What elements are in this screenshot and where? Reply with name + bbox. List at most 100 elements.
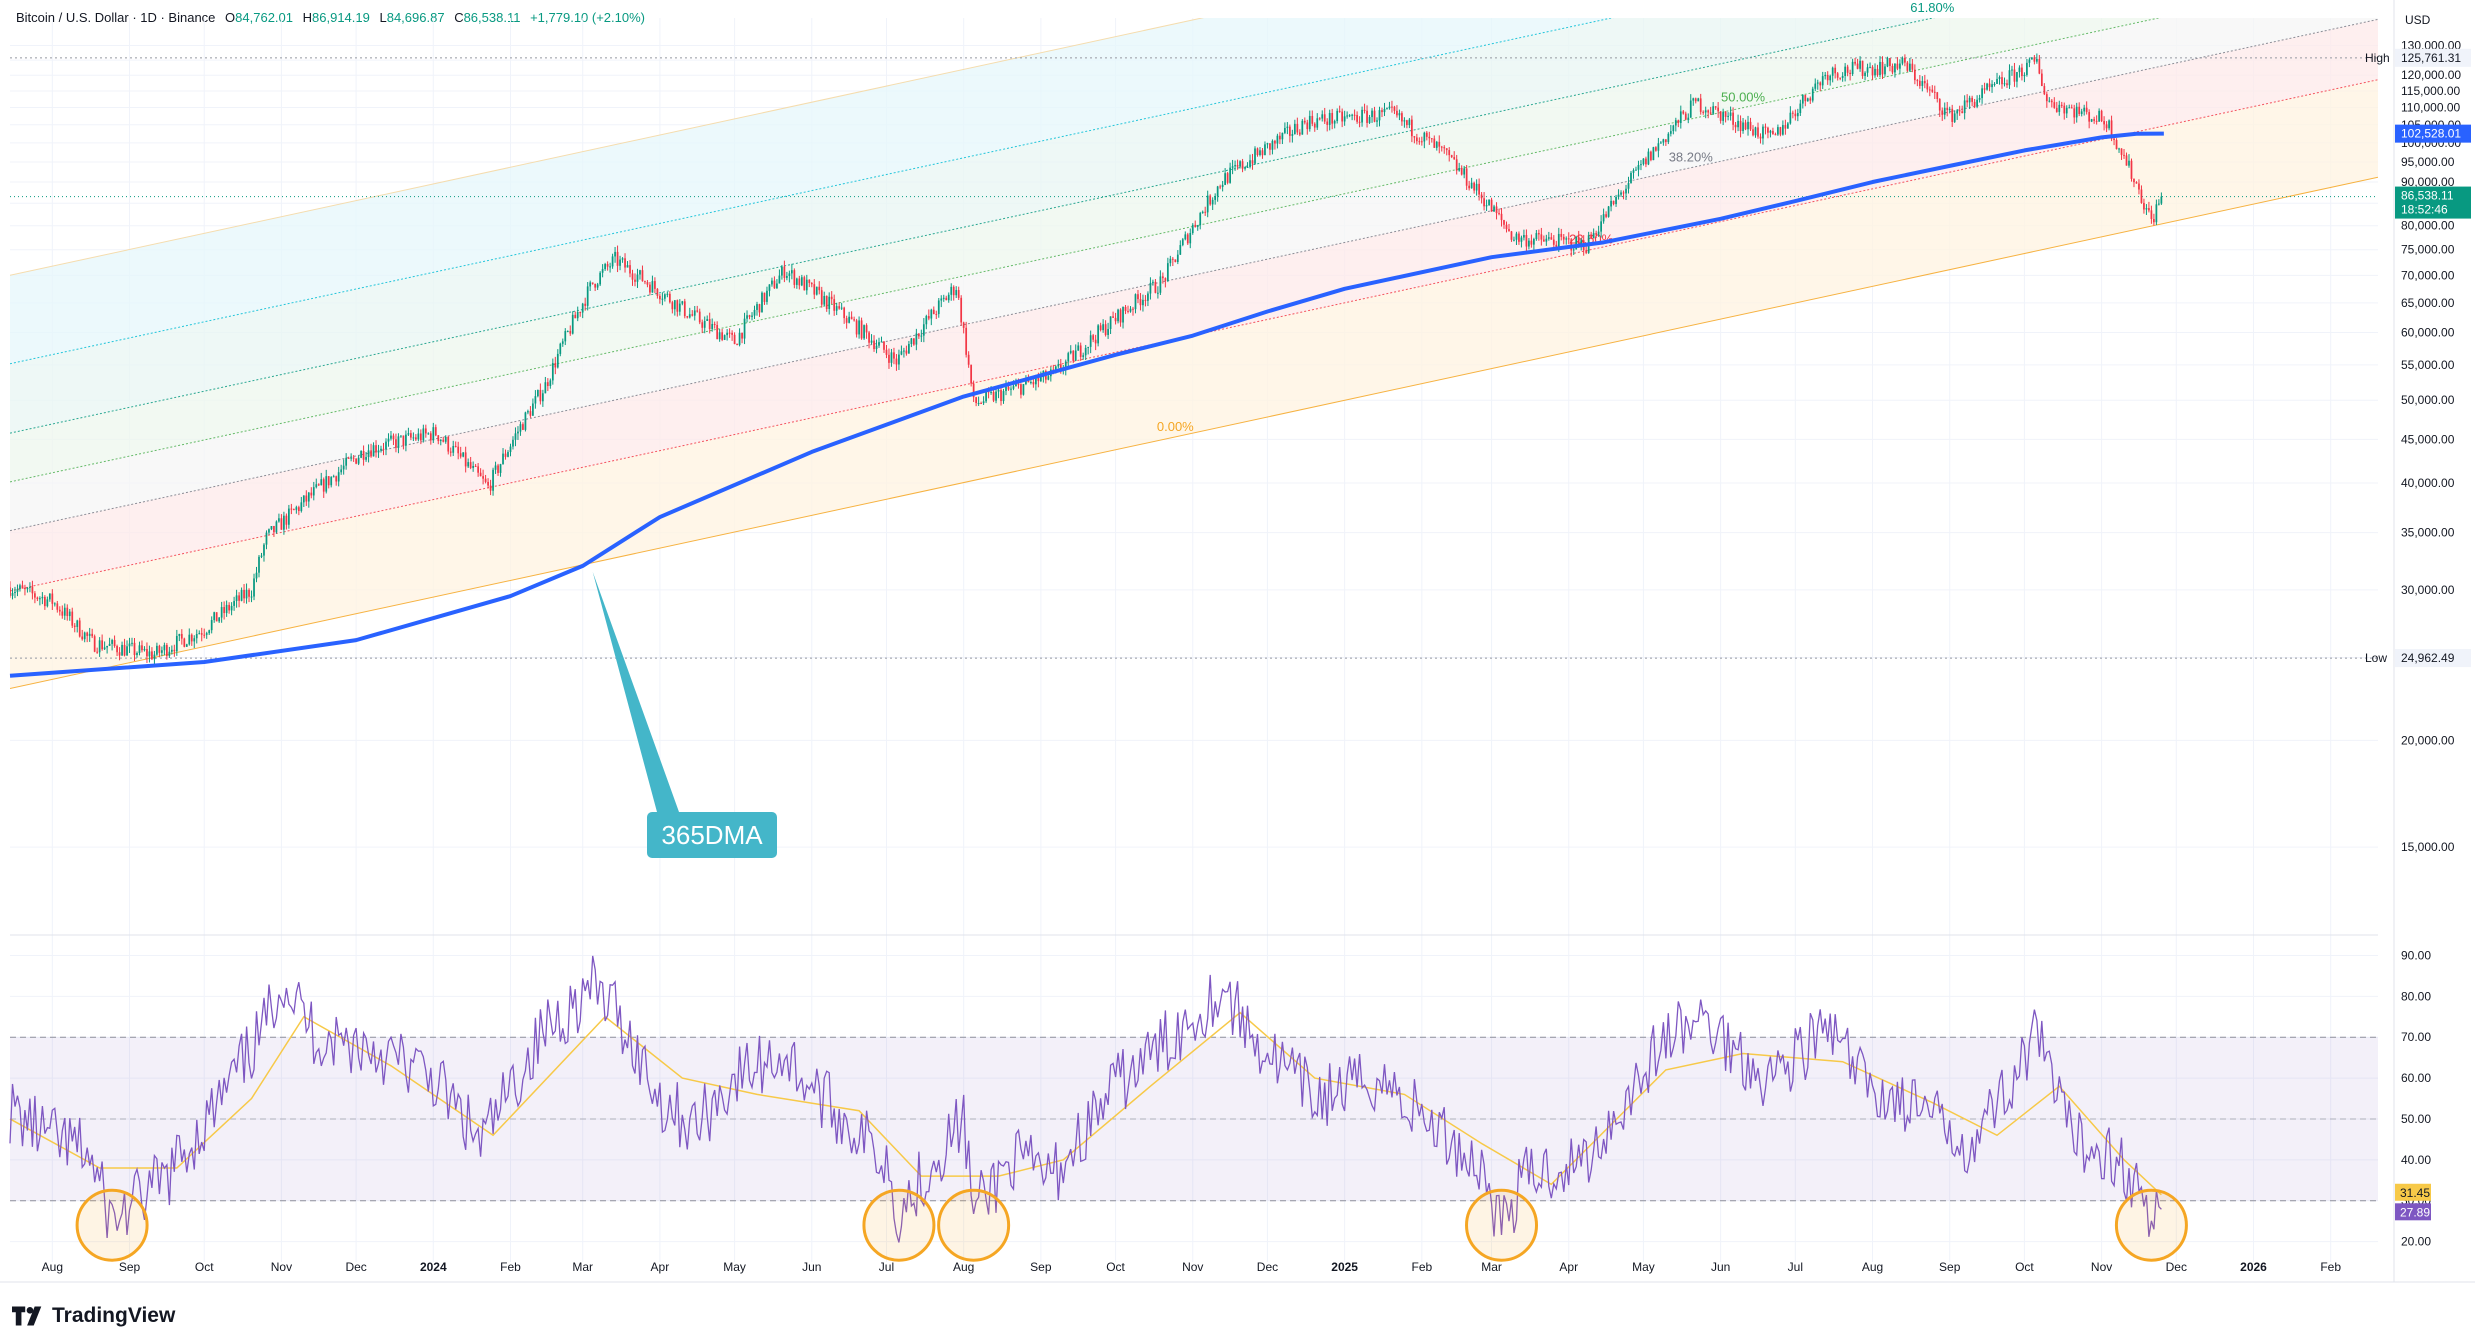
candle-body (53, 603, 56, 605)
candle-body (696, 310, 699, 312)
candle-body (489, 485, 492, 491)
candle-body (1886, 58, 1889, 67)
candle-body (1866, 67, 1869, 73)
date-tick-label: Sep (119, 1260, 141, 1274)
candle-body (1615, 196, 1617, 205)
callout-label: 365DMA (661, 820, 763, 850)
candle-body (163, 645, 166, 651)
date-tick-label: Feb (500, 1260, 521, 1274)
candle-body (1371, 110, 1373, 118)
candle-body (1251, 160, 1254, 164)
candle-body (927, 316, 930, 319)
candle-body (1276, 135, 1279, 144)
candle-body (2098, 110, 2100, 122)
candle-body (783, 266, 786, 278)
candle-body (2118, 148, 2120, 150)
candle-body (1361, 109, 1363, 123)
candle-body (230, 605, 233, 611)
candle-body (26, 587, 29, 590)
candle-body (1971, 97, 1973, 102)
candle-body (1485, 205, 1488, 207)
candle-body (103, 647, 106, 650)
candle-body (203, 634, 206, 636)
candle-body (1166, 263, 1169, 281)
low-tag-box (2395, 649, 2471, 668)
candle-body (1931, 89, 1934, 92)
candle-body (76, 620, 79, 627)
candle-countdown: 18:52:46 (2401, 203, 2448, 217)
candle-body (1391, 106, 1393, 108)
candle-body (273, 526, 275, 533)
candle-body (1769, 130, 1772, 133)
candle-body (1906, 62, 1909, 71)
candle-body (2045, 94, 2048, 102)
candle-body (855, 320, 858, 335)
candle-body (1861, 60, 1864, 77)
candle-body (283, 515, 285, 530)
candle-body (362, 450, 365, 460)
candle-body (198, 633, 201, 635)
candle-body (509, 446, 512, 453)
candle-body (320, 479, 323, 486)
candle-body (1630, 172, 1632, 184)
candle-body (1530, 240, 1533, 245)
candle-body (1069, 350, 1072, 354)
rsi-tag-box (2395, 1203, 2431, 1221)
candle-body (1119, 309, 1122, 323)
date-tick-label: Jun (1711, 1260, 1730, 1274)
candle-body (1204, 211, 1207, 213)
candle-body (1774, 134, 1777, 136)
candle-body (1913, 69, 1916, 81)
candle-body (452, 445, 455, 453)
candle-body (1084, 347, 1087, 356)
candle-body (1196, 225, 1199, 228)
candle-body (158, 645, 161, 653)
candle-body (437, 435, 440, 442)
candle-body (419, 433, 422, 441)
candle-body (2073, 108, 2076, 118)
candle-body (1336, 110, 1339, 121)
candle-body (504, 453, 507, 457)
date-tick-label: Nov (271, 1260, 292, 1274)
candle-body (250, 596, 253, 598)
candle-body (352, 457, 355, 459)
candle-body (1338, 110, 1341, 112)
candle-body (1169, 258, 1172, 264)
candle-body (1234, 165, 1236, 167)
candle-body (2108, 120, 2110, 129)
candle-body (492, 469, 494, 491)
candle-body (2023, 74, 2026, 77)
candle-body (2128, 160, 2130, 166)
price-tick-label: 75,000.00 (2401, 243, 2455, 257)
candle-body (183, 638, 186, 647)
candle-body (1348, 115, 1351, 117)
candle-body (703, 320, 706, 328)
candle-body (387, 438, 390, 442)
candle-body (614, 251, 616, 257)
candle-body (581, 303, 584, 313)
candle-body (965, 327, 968, 355)
low-label: L (379, 10, 387, 25)
candle-body (2075, 106, 2078, 118)
candle-body (751, 315, 753, 317)
candle-body (58, 609, 61, 612)
candle-body (2078, 106, 2081, 114)
candle-body (1831, 67, 1834, 76)
candle-body (2031, 57, 2033, 60)
candle-body (1660, 142, 1662, 144)
candle-body (890, 352, 893, 363)
close-value: 86,538.11 (463, 10, 521, 25)
candle-body (1734, 124, 1737, 128)
brand[interactable]: TradingView (12, 1304, 175, 1328)
candle-body (962, 322, 965, 328)
candle-body (1844, 66, 1847, 76)
candle-body (517, 431, 519, 434)
candle-body (967, 354, 970, 365)
candle-body (1097, 325, 1100, 344)
candle-body (1557, 233, 1560, 249)
tradingview-logo-icon (12, 1306, 42, 1326)
candle-body (534, 396, 537, 404)
candle-body (292, 509, 295, 511)
candle-body (1515, 233, 1518, 240)
